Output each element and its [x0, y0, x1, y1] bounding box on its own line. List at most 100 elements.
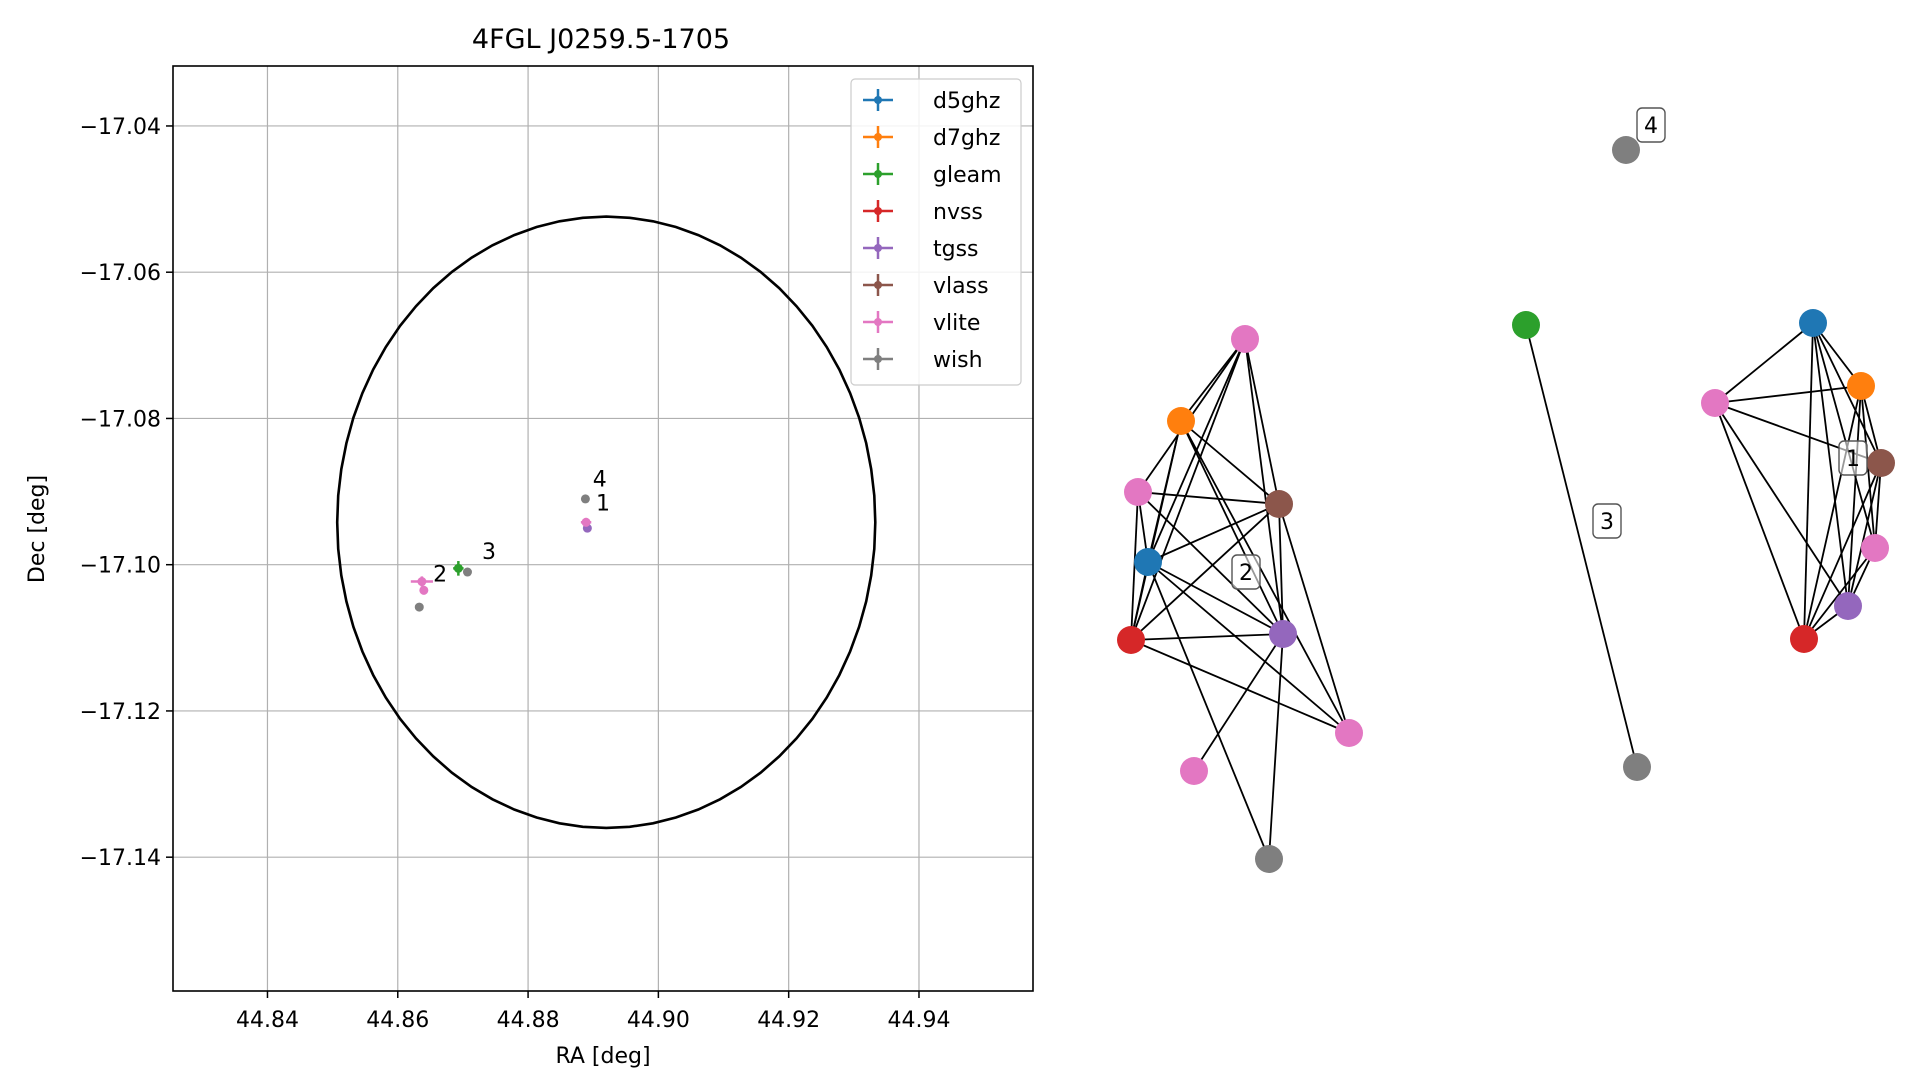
legend-swatch-dot: [874, 281, 882, 289]
network-edge: [1180, 420, 1284, 635]
network-edge: [1147, 503, 1280, 563]
network-edge: [1278, 503, 1284, 635]
x-tick-label: 44.86: [366, 1008, 429, 1033]
network-node: [1623, 753, 1651, 781]
network-edges: [1130, 322, 1882, 860]
network-edge: [1525, 324, 1638, 768]
y-tick-label: −17.06: [80, 261, 161, 286]
x-tick-label: 44.84: [236, 1008, 299, 1033]
y-tick-label: −17.14: [80, 846, 161, 871]
vlite-marker: [417, 577, 427, 587]
network-edge: [1812, 322, 1849, 607]
network-node: [1612, 136, 1640, 164]
cluster-label-text: 3: [1600, 510, 1614, 535]
network-edge: [1193, 633, 1284, 772]
x-tick-label: 44.92: [757, 1008, 820, 1033]
network-node: [1269, 620, 1297, 648]
point-annotation: 2: [433, 562, 447, 587]
network-edge: [1180, 420, 1350, 734]
y-axis-label: Dec [deg]: [25, 475, 50, 583]
cluster-label-text: 1: [1846, 447, 1860, 472]
legend-label: vlite: [933, 311, 980, 336]
cluster-label-box: [1838, 440, 1868, 476]
vlite-point: [580, 517, 592, 527]
network-edge: [1137, 491, 1280, 505]
cluster-label: 2: [1231, 554, 1261, 590]
network-edge: [1268, 633, 1284, 860]
plot-frame: [172, 65, 1034, 992]
network-node: [1255, 845, 1283, 873]
network-node: [1124, 478, 1152, 506]
legend-label: gleam: [933, 163, 1002, 188]
legend-entry-wish: wish: [863, 348, 983, 373]
point-annotation: 4: [593, 467, 607, 492]
network-edge: [1147, 561, 1270, 860]
vlite-point: [419, 585, 429, 595]
cluster-label-text: 4: [1644, 114, 1658, 139]
cluster-label: 4: [1636, 107, 1666, 143]
wish-marker: [580, 494, 590, 504]
cluster-label-text: 2: [1239, 561, 1253, 586]
gleam-marker: [453, 563, 463, 573]
cluster-label-box: [1636, 107, 1666, 143]
network-node: [1512, 311, 1540, 339]
legend-swatch-dot: [874, 96, 882, 104]
network-node: [1847, 372, 1875, 400]
network-node: [1335, 719, 1363, 747]
network-edge: [1244, 338, 1284, 635]
network-node: [1117, 626, 1145, 654]
network-edge: [1278, 503, 1350, 734]
network-node: [1799, 309, 1827, 337]
x-tick-label: 44.90: [627, 1008, 690, 1033]
legend-entry-gleam: gleam: [863, 163, 1002, 188]
y-ticks: −17.04 −17.06 −17.08 −17.10 −17.12 −17.14: [80, 115, 173, 871]
network-edge: [1147, 561, 1350, 734]
network-edge: [1180, 338, 1246, 422]
network-edge: [1130, 633, 1284, 641]
vlite-point: [410, 576, 433, 587]
legend-entry-tgss: tgss: [863, 237, 979, 262]
network-edge: [1244, 338, 1280, 505]
legend-label: wish: [933, 348, 983, 373]
point-annotation: 1: [596, 492, 610, 517]
network-edge: [1847, 462, 1882, 607]
y-tick-label: −17.08: [80, 407, 161, 432]
network-edge: [1180, 420, 1280, 505]
legend-label: d5ghz: [933, 89, 1000, 114]
legend-swatch-dot: [874, 318, 882, 326]
network-nodes: [1117, 136, 1895, 873]
wish-marker: [462, 567, 472, 577]
network-edge: [1130, 639, 1350, 734]
network-edge: [1130, 491, 1139, 641]
error-ellipse: [335, 215, 877, 830]
network-edge: [1803, 385, 1862, 640]
wish-point: [580, 494, 590, 504]
network-node: [1134, 548, 1162, 576]
cluster-label: 3: [1592, 503, 1622, 539]
network-edge: [1714, 402, 1805, 640]
network-edge: [1847, 385, 1862, 607]
network-node: [1167, 407, 1195, 435]
legend-entry-vlass: vlass: [863, 274, 989, 299]
network-edge: [1130, 503, 1280, 641]
legend-box: [850, 78, 1022, 386]
x-tick-label: 44.94: [887, 1008, 950, 1033]
legend-entry-vlite: vlite: [863, 311, 980, 336]
vlite-marker: [419, 585, 429, 595]
network-edge: [1714, 322, 1814, 404]
legend-entry-d5ghz: d5ghz: [863, 89, 1000, 114]
y-tick-label: −17.04: [80, 115, 161, 140]
legend-label: d7ghz: [933, 126, 1000, 151]
network-edge: [1803, 322, 1814, 640]
network-edge: [1803, 462, 1882, 640]
network-edge: [1137, 491, 1284, 635]
network-edge: [1714, 385, 1862, 404]
network-panel: 1 2 3 4: [1117, 107, 1895, 873]
legend-swatch-dot: [874, 244, 882, 252]
x-tick-label: 44.88: [497, 1008, 560, 1033]
y-tick-label: −17.10: [80, 554, 161, 579]
network-edge: [1147, 561, 1284, 635]
network-edge: [1714, 402, 1849, 607]
